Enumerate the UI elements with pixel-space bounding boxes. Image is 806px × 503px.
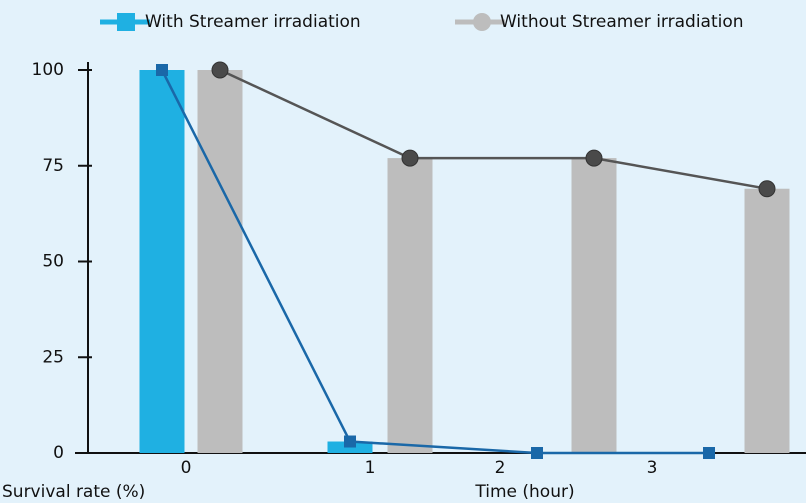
legend-marker	[117, 13, 135, 31]
x-tick-label: 3	[647, 458, 658, 478]
legend-marker	[473, 13, 491, 31]
y-tick-label: 100	[32, 60, 64, 80]
marker	[401, 149, 419, 167]
y-tick-label: 50	[42, 252, 64, 272]
x-tick-label: 0	[181, 458, 192, 478]
y-axis-label: Survival rate (%)	[2, 482, 145, 502]
marker	[344, 435, 356, 448]
bar	[571, 158, 617, 453]
marker	[531, 447, 543, 459]
bar	[139, 70, 185, 453]
marker	[585, 149, 603, 167]
bar	[744, 188, 790, 454]
y-tick-label: 75	[42, 156, 64, 176]
marker	[211, 61, 229, 79]
legend-label: With Streamer irradiation	[145, 12, 361, 32]
bar	[197, 70, 243, 453]
x-tick-label: 2	[495, 458, 506, 478]
marker	[758, 180, 776, 198]
marker	[703, 447, 715, 459]
x-axis-label: Time (hour)	[474, 482, 574, 502]
x-tick-label: 1	[365, 458, 376, 478]
y-tick-label: 0	[53, 443, 64, 463]
y-tick-label: 25	[42, 347, 64, 367]
line	[219, 68, 768, 190]
legend-label: Without Streamer irradiation	[500, 12, 744, 32]
bar	[387, 158, 433, 453]
marker	[156, 64, 168, 76]
line	[160, 69, 709, 455]
